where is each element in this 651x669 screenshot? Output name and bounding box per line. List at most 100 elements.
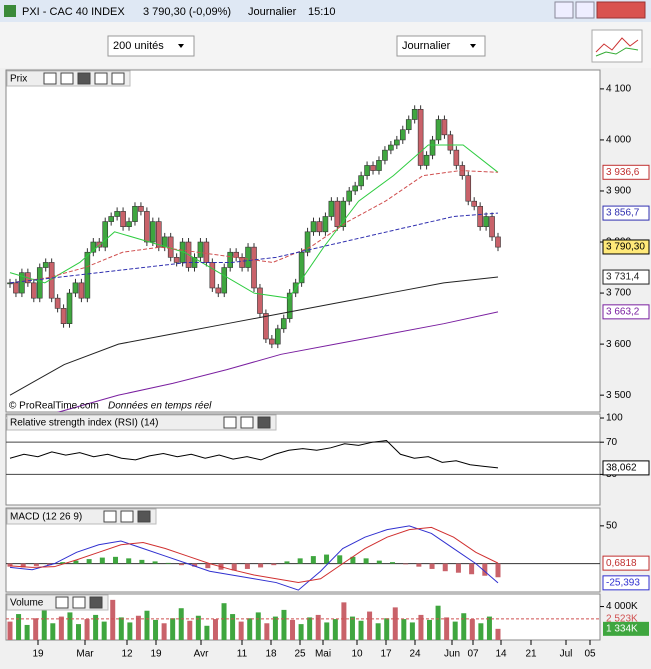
- volume-bar: [324, 622, 330, 640]
- panel-icon: [55, 596, 69, 609]
- volume-bar: [435, 605, 441, 640]
- candle: [221, 267, 228, 294]
- candle: [316, 221, 323, 233]
- x-tick-label: 24: [409, 649, 421, 660]
- volume-bar: [409, 622, 415, 640]
- candle: [382, 149, 388, 161]
- histogram-bar: [231, 563, 237, 571]
- candle: [388, 144, 394, 151]
- candle: [465, 175, 472, 202]
- panel-icon: [43, 72, 57, 85]
- app-icon: [4, 5, 16, 17]
- price-box: [602, 164, 650, 180]
- candle: [72, 282, 79, 294]
- histogram-bar: [416, 563, 422, 567]
- y-tick-label: 3 900: [606, 186, 631, 197]
- minimize[interactable]: [554, 1, 574, 19]
- histogram-bar: [310, 556, 316, 564]
- price-label: 3 790,30: [606, 242, 645, 253]
- histogram-bar: [7, 563, 13, 567]
- volume-bar: [384, 618, 390, 640]
- histogram-bar: [244, 563, 250, 569]
- candle: [54, 297, 61, 309]
- indicator-button[interactable]: [591, 29, 643, 63]
- volume-bar: [75, 624, 81, 640]
- candle: [42, 262, 49, 268]
- candle: [197, 241, 204, 258]
- units-dropdown[interactable]: [107, 35, 195, 57]
- time: 15:10: [308, 6, 336, 18]
- volume-bar: [110, 599, 116, 640]
- period: Journalier: [402, 40, 451, 52]
- volume-bar: [255, 612, 261, 640]
- panel-icon: [240, 416, 254, 429]
- histogram-bar: [60, 562, 66, 564]
- volume-bar: [16, 614, 22, 640]
- candle: [161, 236, 168, 248]
- candle: [203, 241, 210, 263]
- histogram-bar: [178, 563, 184, 566]
- volume-bar: [187, 620, 193, 640]
- histogram-bar: [165, 562, 171, 564]
- x-tick-label: 12: [121, 649, 133, 660]
- x-tick-label: 07: [467, 649, 479, 660]
- candle: [227, 251, 233, 268]
- histogram-bar: [403, 563, 409, 565]
- y-tick-label: 3 500: [606, 390, 631, 401]
- plot: [7, 105, 501, 412]
- candle: [417, 109, 424, 166]
- quote: 3 790,30 (-0,09%): [143, 6, 231, 18]
- candle: [251, 246, 257, 289]
- candle: [78, 282, 85, 299]
- volume-bar: [486, 616, 492, 640]
- histogram-bar: [139, 559, 145, 564]
- candle: [215, 287, 222, 294]
- candle: [239, 257, 245, 268]
- average-label: 2 523K: [606, 614, 638, 625]
- histogram-bar: [284, 561, 290, 564]
- volume-bar: [290, 619, 296, 640]
- maximize[interactable]: [575, 1, 595, 19]
- candle: [84, 251, 91, 299]
- volume-bar: [495, 628, 501, 640]
- histogram-bar: [482, 563, 488, 576]
- candle: [257, 287, 263, 314]
- volume-bar: [178, 608, 184, 640]
- candle: [96, 241, 103, 248]
- volume-bar: [264, 623, 270, 640]
- volume-bar: [281, 609, 287, 640]
- candle: [495, 236, 501, 248]
- x-tick-label: Mai: [315, 649, 331, 660]
- close[interactable]: [596, 1, 646, 19]
- candle: [399, 129, 406, 141]
- candle: [411, 109, 418, 120]
- candle: [138, 205, 144, 212]
- volume-bar: [358, 620, 364, 640]
- candle: [429, 139, 436, 156]
- y-tick-label: 70: [606, 437, 618, 448]
- panel-title: MACD (12 26 9): [10, 512, 82, 523]
- volume-bar: [478, 623, 484, 640]
- panel-icon: [223, 416, 237, 429]
- indicator-line: [56, 311, 499, 412]
- panel-header: [6, 508, 157, 525]
- candle: [376, 160, 382, 171]
- candle: [352, 185, 358, 192]
- candle: [233, 251, 239, 258]
- volume-bar: [452, 621, 458, 640]
- volume-bar: [272, 616, 278, 640]
- histogram-bar: [192, 563, 198, 567]
- indicator-line: [9, 170, 499, 284]
- price-label: 38,062: [606, 463, 637, 474]
- candle: [358, 175, 364, 187]
- volume-bar: [212, 619, 218, 640]
- candle: [280, 318, 287, 330]
- period-dropdown[interactable]: [396, 35, 486, 57]
- volume-bar: [170, 618, 176, 640]
- volume-bar: [84, 619, 90, 640]
- panel-title: Volume: [10, 598, 44, 609]
- candle: [340, 200, 347, 228]
- arrow: [178, 44, 184, 48]
- rsi-line: [9, 440, 499, 469]
